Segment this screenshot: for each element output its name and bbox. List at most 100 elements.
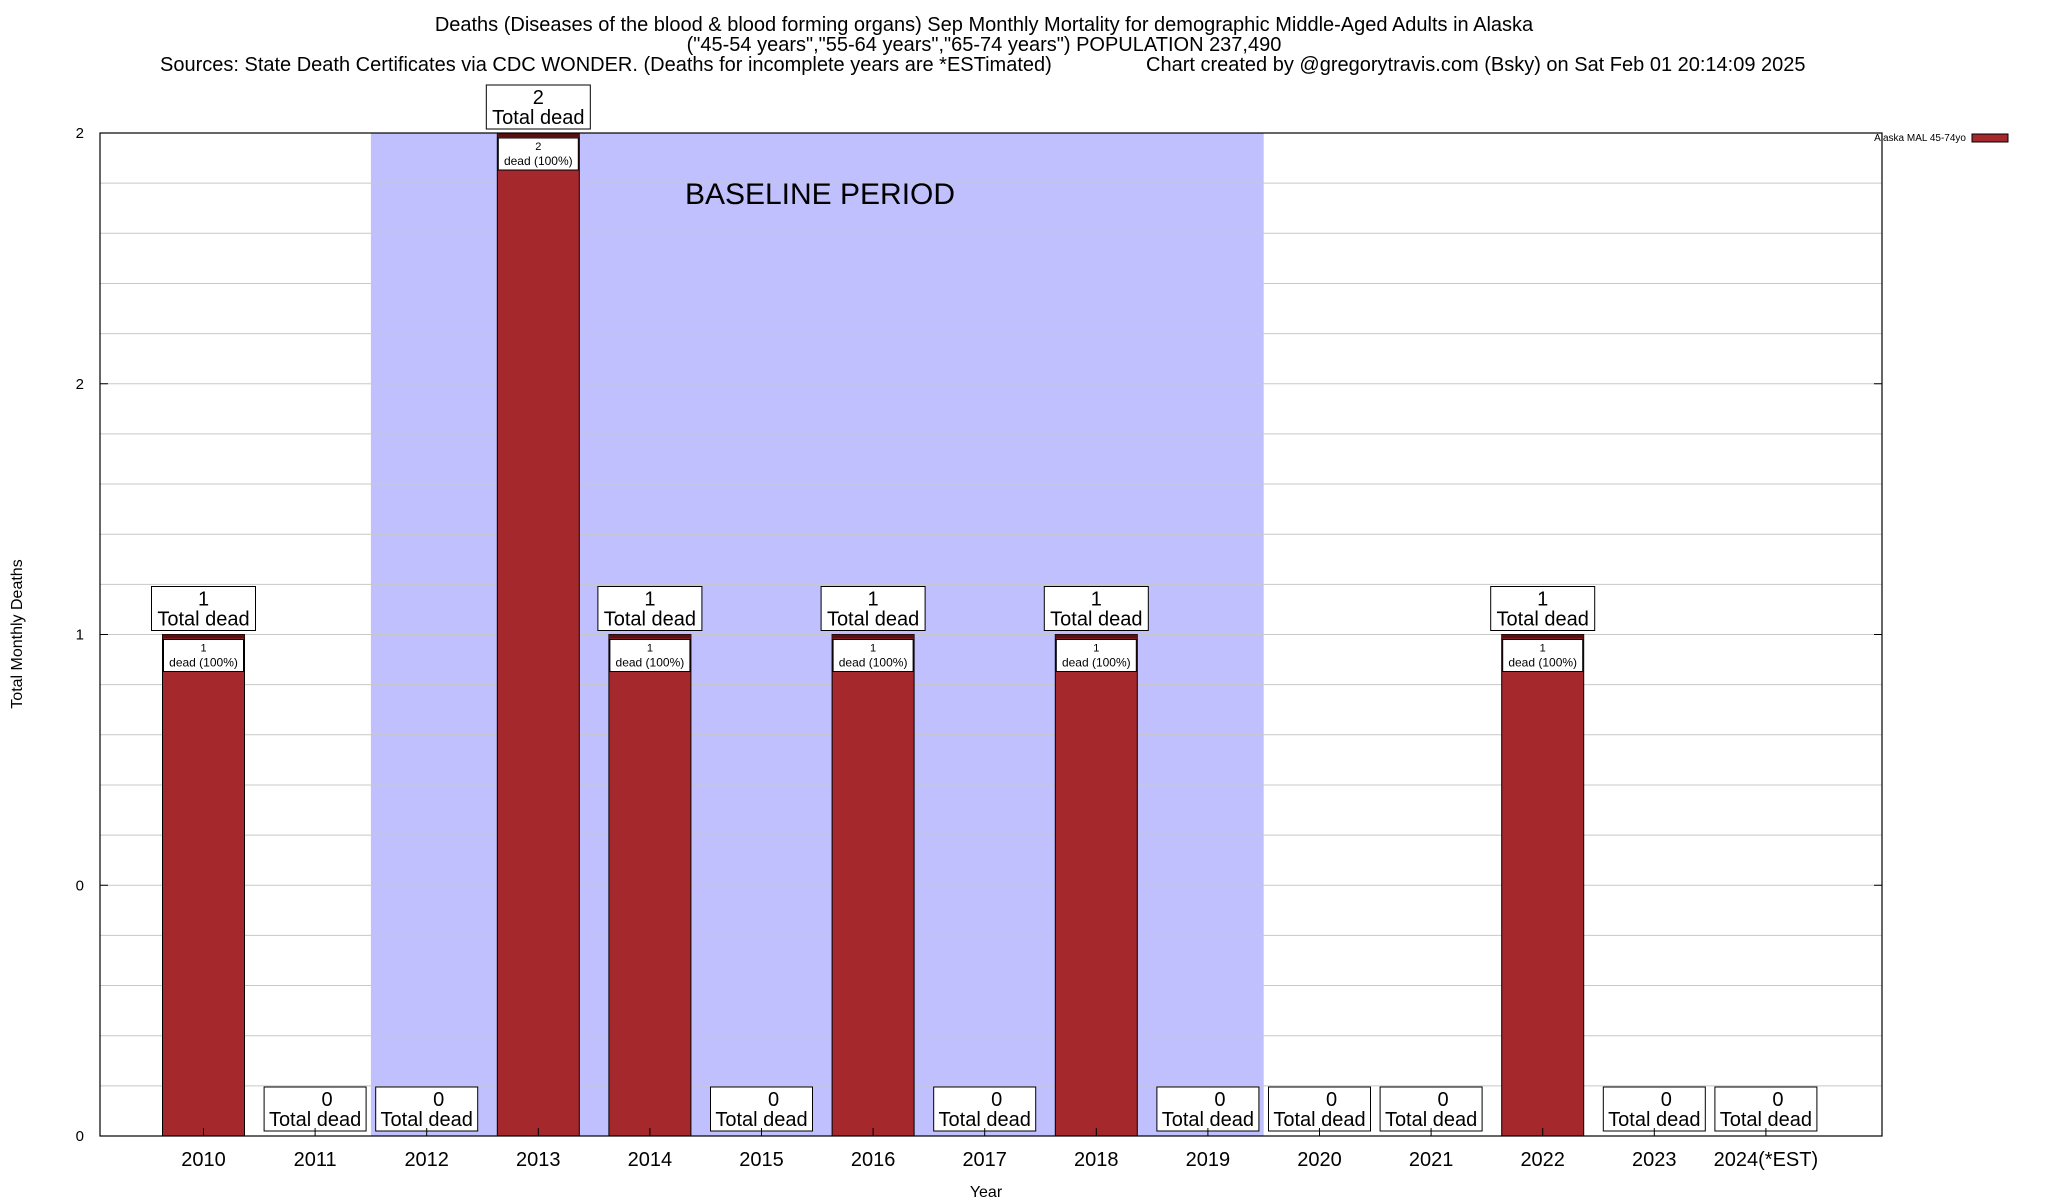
bar-inner-count: 1	[870, 643, 876, 655]
x-tick-label: 2018	[1074, 1149, 1119, 1171]
legend-label: Alaska MAL 45-74yo	[1874, 133, 1966, 144]
bar-inner-count: 1	[200, 643, 206, 655]
bar-total-count: 0	[1438, 1089, 1449, 1111]
bar-total-label: Total dead	[269, 1109, 361, 1131]
bar-total-count: 0	[1772, 1089, 1783, 1111]
bar-inner-label-box	[1502, 639, 1584, 672]
x-tick-label: 2019	[1186, 1149, 1231, 1171]
x-tick-label: 2013	[516, 1149, 561, 1171]
bar-total-label-box	[1490, 586, 1596, 631]
y-tick-label: 2	[76, 376, 84, 393]
x-axis-label: Year	[970, 1184, 1003, 1200]
bar-inner-label: dead (100%)	[1508, 656, 1577, 670]
bar-total-count: 1	[198, 589, 209, 611]
bar-total-label-box	[820, 586, 926, 631]
bar-top-cap	[162, 634, 245, 639]
bar-inner-label-box	[497, 137, 579, 171]
bar-top-cap	[497, 133, 580, 137]
baseline-period-label: BASELINE PERIOD	[685, 178, 955, 211]
bar	[162, 634, 245, 1137]
bar-total-label-box	[1379, 1086, 1483, 1132]
x-tick-label: 2017	[962, 1149, 1007, 1171]
bar	[831, 634, 915, 1137]
chart-title-line-2: ("45-54 years","55-64 years","65-74 year…	[687, 34, 1282, 56]
bar-total-label: Total dead	[604, 609, 696, 631]
bar-total-count: 0	[322, 1089, 333, 1111]
bar	[1054, 634, 1138, 1137]
x-tick-label: 2014	[628, 1149, 673, 1171]
bar-inner-label: dead (100%)	[616, 656, 685, 670]
bar-total-label-box	[1043, 586, 1149, 631]
legend: Alaska MAL 45-74yo	[1874, 133, 2009, 144]
bar-inner-label-box	[1055, 639, 1137, 672]
bar-inner-label-box	[163, 639, 244, 672]
chart-title-line-1: Deaths (Diseases of the blood & blood fo…	[435, 14, 1534, 36]
bar-total-count: 0	[991, 1089, 1002, 1111]
bar-total-label: Total dead	[1497, 609, 1589, 631]
bar-total-label: Total dead	[1720, 1109, 1812, 1131]
bar-total-label: Total dead	[1162, 1109, 1254, 1131]
bar-inner-label-box	[609, 639, 691, 672]
bar-total-label: Total dead	[381, 1109, 473, 1131]
bar-total-count: 0	[1214, 1089, 1225, 1111]
y-tick-labels: 0 0 1 2 2	[76, 125, 1882, 1145]
bar-total-count: 0	[433, 1089, 444, 1111]
bar-inner-label: dead (100%)	[504, 154, 573, 168]
bar	[1501, 634, 1585, 1137]
bar-total-label-box	[263, 1086, 367, 1132]
bar-total-label: Total dead	[1608, 1109, 1700, 1131]
y-tick-label: 0	[76, 877, 84, 894]
bar-total-label: Total dead	[715, 1109, 807, 1131]
x-tick-label: 2020	[1297, 1149, 1342, 1171]
x-tick-label: 2022	[1520, 1149, 1565, 1171]
x-tick-label: 2012	[404, 1149, 449, 1171]
bar-total-count: 1	[868, 589, 879, 611]
bar-total-label-box	[1714, 1086, 1818, 1132]
bar-inner-label: dead (100%)	[839, 656, 908, 670]
bar-total-label: Total dead	[157, 609, 249, 631]
x-tick-label: 2015	[739, 1149, 784, 1171]
bar-total-count: 2	[533, 87, 544, 109]
bar-inner-count: 1	[1540, 643, 1546, 655]
bar-total-count: 0	[1326, 1089, 1337, 1111]
bar-total-label-box	[375, 1086, 479, 1132]
chart-credit-note: Chart created by @gregorytravis.com (Bsk…	[1146, 54, 1806, 76]
bar-total-count: 0	[1661, 1089, 1672, 1111]
bar-total-label-box	[485, 84, 591, 130]
x-tick-label: 2011	[294, 1149, 337, 1171]
bar-top-cap	[1501, 634, 1584, 639]
y-tick-label: 2	[76, 125, 84, 142]
bar	[608, 634, 692, 1137]
legend-swatch	[1971, 133, 2009, 143]
bar-top-cap	[1055, 634, 1138, 639]
y-tick-label: 0	[76, 1128, 84, 1145]
x-tick-label: 2010	[181, 1149, 226, 1171]
bar-total-count: 1	[1537, 589, 1548, 611]
bar-total-label-box	[1268, 1086, 1371, 1132]
bar-total-count: 1	[644, 589, 655, 611]
y-axis-label: Total Monthly Deaths	[9, 559, 26, 708]
bar-total-label: Total dead	[1273, 1109, 1365, 1131]
bar-top-cap	[608, 634, 691, 639]
chart-source-note: Sources: State Death Certificates via CD…	[160, 54, 1052, 76]
bar-inner-count: 2	[535, 141, 541, 153]
bar-inner-label-box	[832, 639, 914, 672]
x-tick-label: 2024(*EST)	[1714, 1149, 1819, 1171]
x-tick-label: 2021	[1409, 1149, 1454, 1171]
bar-total-label-box	[151, 586, 256, 631]
bar-total-label-box	[1602, 1086, 1706, 1132]
bar-total-label: Total dead	[1050, 609, 1142, 631]
bar-inner-count: 1	[1093, 643, 1099, 655]
bar-inner-label: dead (100%)	[169, 656, 238, 670]
bar-total-label: Total dead	[827, 609, 919, 631]
x-tick-label: 2023	[1632, 1149, 1677, 1171]
bar-total-label-box	[710, 1086, 813, 1132]
bar-inner-count: 1	[647, 643, 653, 655]
y-tick-label: 1	[76, 627, 84, 644]
bar-total-label: Total dead	[939, 1109, 1031, 1131]
bar-total-label: Total dead	[492, 107, 584, 129]
bar-total-label: Total dead	[1385, 1109, 1477, 1131]
bar-total-count: 0	[768, 1089, 779, 1111]
bar-total-label-box	[597, 586, 703, 631]
